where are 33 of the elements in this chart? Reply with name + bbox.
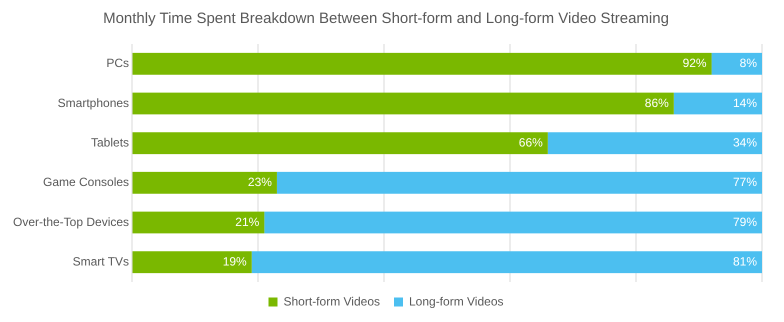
- bar: [132, 251, 252, 274]
- bar: [712, 52, 762, 75]
- data-label: 19%: [222, 254, 248, 268]
- bar: [252, 251, 762, 274]
- data-label: 81%: [732, 254, 758, 268]
- bar: [132, 92, 674, 114]
- data-label: 92%: [682, 56, 707, 70]
- bar: [132, 52, 712, 75]
- data-label: 86%: [644, 96, 670, 110]
- data-label: 79%: [732, 214, 758, 229]
- data-label: 14%: [732, 96, 758, 110]
- bar: [132, 172, 277, 194]
- bar: [276, 172, 762, 194]
- y-tick-label: Smartphones: [58, 96, 130, 110]
- bar: [264, 212, 762, 234]
- chart-title: Monthly Time Spent Breakdown Between Short-form and Long-form Video Streaming: [103, 10, 669, 28]
- bar: [132, 212, 264, 234]
- legend-label: Long-form Videos: [408, 294, 504, 308]
- y-tick-label: PCs: [106, 56, 130, 70]
- y-tick-label: Over-the-Top Devices: [12, 214, 130, 229]
- bar: [132, 132, 548, 154]
- data-label: 8%: [740, 56, 758, 70]
- bar: [548, 132, 762, 154]
- y-tick-label: Smart TVs: [72, 254, 130, 268]
- y-tick-label: Game Consoles: [42, 175, 130, 190]
- data-label: 66%: [518, 135, 544, 150]
- bar: [674, 92, 762, 114]
- data-label: 77%: [732, 175, 758, 190]
- data-label: 34%: [732, 135, 758, 150]
- data-label: 21%: [235, 214, 260, 229]
- data-label: 23%: [248, 175, 272, 190]
- legend-label: Short-form Videos: [284, 294, 380, 308]
- y-tick-label: Tablets: [91, 135, 130, 150]
